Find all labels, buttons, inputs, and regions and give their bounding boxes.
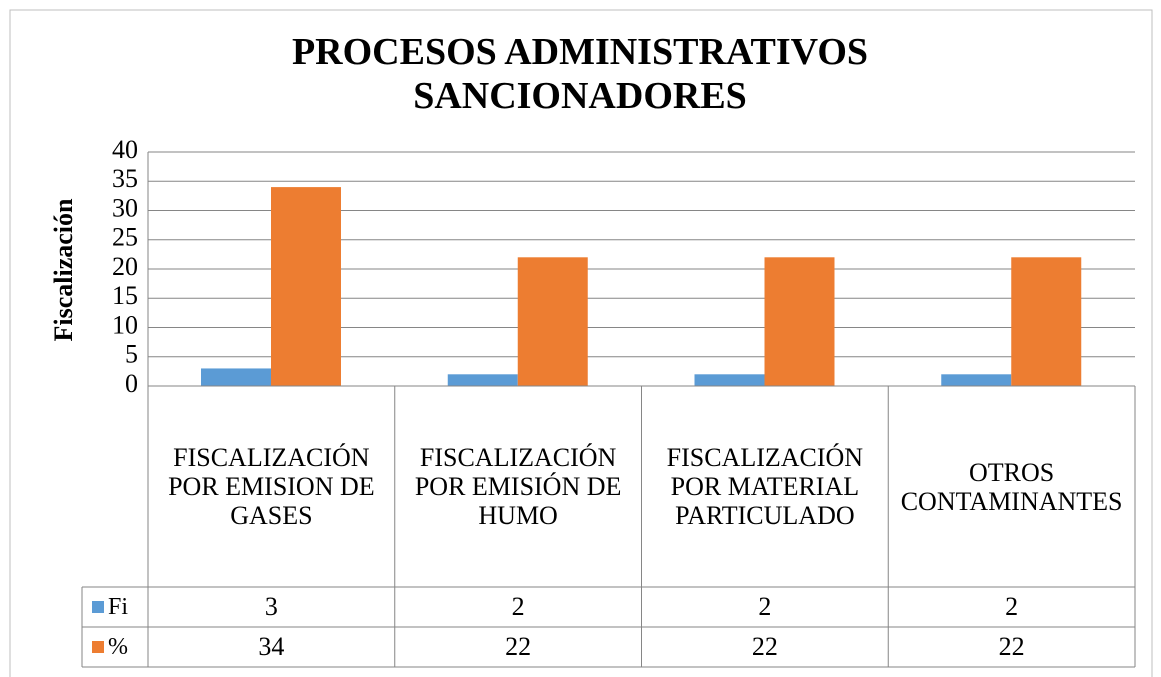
y-tick-label: 5 [125,340,138,369]
bar [447,374,518,386]
bar [517,257,588,386]
y-tick-label: 15 [112,281,138,310]
legend-entry: Fi [82,587,148,627]
title-box: PROCESOS ADMINISTRATIVOS SANCIONADORES [291,31,869,117]
bar [764,257,835,386]
category-label: OTROS CONTAMINANTES [900,457,1123,516]
category-label: FISCALIZACIÓN POR EMISIÓN DE HUMO [414,443,622,530]
table-cell: 2 [1005,592,1019,621]
table-cell: 2 [758,592,772,621]
y-tick-label: 25 [112,223,138,252]
category-label: FISCALIZACIÓN POR MATERIAL PARTICULADO [666,443,864,530]
chart-title: PROCESOS ADMINISTRATIVOS SANCIONADORES [291,31,869,117]
legend-label: % [108,633,128,660]
table-cell: 34 [258,632,285,661]
bar [201,368,271,386]
chart-frame [9,9,1153,677]
y-tick-label: 35 [112,164,138,193]
y-axis-label: Fiscalización [49,198,78,342]
bar [694,374,765,386]
y-tick-label: 0 [125,369,138,398]
y-tick-label: 40 [112,135,138,164]
legend-entry: % [82,627,148,667]
bar [271,187,341,386]
table-cell: 2 [511,592,525,621]
legend-label: Fi [108,593,129,620]
legend-swatch [92,601,104,613]
table-cell: 22 [505,632,532,661]
y-tick-label: 20 [112,252,138,281]
bar [941,374,1012,386]
table-cell: 3 [264,592,278,621]
y-tick-label: 10 [112,310,138,339]
y-tick-label: 30 [112,193,138,222]
table-cell: 22 [998,632,1025,661]
bar [1011,257,1082,386]
table-cell: 22 [751,632,778,661]
category-label: FISCALIZACIÓN POR EMISION DE GASES [168,443,375,530]
legend-swatch [92,641,104,653]
